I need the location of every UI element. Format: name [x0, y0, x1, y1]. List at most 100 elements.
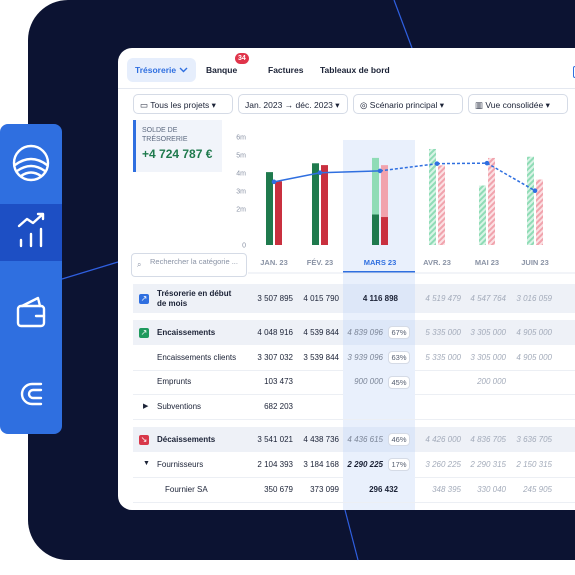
table-cell: 330 040 — [477, 484, 506, 494]
search-box[interactable]: ⌕ Rechercher la catégorie ... — [131, 253, 247, 277]
table-cell: 900 000 — [354, 377, 383, 386]
table-cell: 4 836 705 — [470, 434, 506, 444]
table-cell: 3 305 000 — [470, 327, 506, 337]
table-cell: 4 426 000 — [425, 434, 461, 444]
line-segment — [436, 162, 488, 165]
sidebar — [0, 124, 62, 434]
table-cell: 2 290 225 — [347, 459, 383, 469]
magnet-icon[interactable] — [20, 382, 43, 406]
bar — [479, 185, 486, 245]
logo-icon[interactable] — [12, 144, 50, 182]
row-label: Décaissements — [157, 434, 216, 444]
table-cell: 3 541 021 — [257, 434, 293, 444]
row-icon: ↗ — [139, 293, 149, 304]
y-tick-label: 3m — [236, 189, 246, 196]
percent-badge: 45% — [388, 375, 410, 389]
table-cell: 4 905 000 — [516, 352, 552, 362]
expand-toggle: ▶ — [143, 402, 149, 410]
table-cell: 4 116 898 — [362, 293, 398, 303]
filter-view[interactable]: ▥ Vue consolidée ▾ — [468, 94, 568, 114]
tab-banque[interactable]: Banque 34 — [206, 53, 249, 82]
row-label: Emprunts — [157, 377, 192, 386]
chart-icon[interactable] — [17, 212, 45, 248]
month-header: FÉV. 23 — [307, 258, 333, 267]
tab-tresorerie[interactable]: Trésorerie — [127, 58, 196, 82]
current-month-cell — [343, 394, 415, 419]
table-cell: 3 636 705 — [516, 434, 552, 444]
tab-tableaux[interactable]: Tableaux de bord — [320, 65, 390, 75]
table-cell: 3 539 844 — [303, 352, 339, 362]
decor-line — [344, 509, 359, 561]
table-cell: 200 000 — [477, 377, 506, 386]
bar — [488, 157, 495, 245]
percent-badge: 46% — [388, 433, 410, 446]
bar — [429, 148, 436, 245]
divider — [118, 88, 575, 89]
window-control[interactable] — [573, 66, 575, 78]
search-placeholder: Rechercher la catégorie ... — [150, 257, 238, 266]
month-header: JAN. 23 — [260, 258, 288, 267]
bar — [381, 165, 388, 245]
bar — [266, 172, 273, 245]
row-icon: ↗ — [139, 327, 149, 338]
tab-factures[interactable]: Factures — [268, 65, 304, 75]
badge: 34 — [235, 53, 249, 64]
month-header: MAI 23 — [475, 258, 499, 267]
line-segment — [319, 170, 381, 174]
month-underline — [343, 271, 415, 273]
y-tick-label: 2m — [236, 207, 246, 214]
row-label: Fournisseurs — [157, 459, 204, 469]
line-point — [271, 179, 277, 185]
bar — [275, 181, 282, 245]
filter-label: Vue consolidée — [485, 100, 544, 110]
line-segment — [379, 162, 438, 172]
bar — [372, 157, 379, 245]
table-cell: 3 307 032 — [257, 352, 293, 362]
row-divider — [133, 502, 575, 503]
filter-period[interactable]: Jan. 2023 → déc. 2023 ▾ — [238, 94, 348, 114]
table-cell: 4 436 615 — [347, 434, 383, 444]
bar — [438, 165, 445, 245]
table-cell: 350 679 — [264, 484, 293, 494]
bar — [527, 156, 534, 245]
wallet-icon[interactable] — [16, 296, 46, 328]
bar — [536, 179, 543, 245]
table-cell: 103 473 — [264, 377, 293, 386]
sidebar-active — [0, 204, 62, 261]
percent-badge: 67% — [388, 326, 410, 339]
line-segment — [486, 162, 536, 192]
table-cell: 5 335 000 — [425, 327, 461, 337]
decor-line — [393, 0, 413, 49]
row-icon: ↘ — [139, 434, 149, 445]
table-cell: 4 048 916 — [257, 327, 293, 337]
table-cell: 4 839 096 — [347, 327, 383, 337]
table-cell: 296 432 — [369, 484, 398, 494]
filter-projects[interactable]: ▭ Tous les projets ▾ — [133, 94, 233, 114]
month-header: AVR. 23 — [423, 258, 451, 267]
balance-value: +4 724 787 € — [142, 147, 213, 161]
month-header: MARS 23 — [364, 258, 397, 267]
table-cell: 4 438 736 — [303, 434, 339, 444]
tab-label: Trésorerie — [135, 65, 177, 75]
month-header: JUIN 23 — [521, 258, 549, 267]
row-label: Trésorerie en début de mois — [157, 288, 232, 308]
filter-scenario[interactable]: ◎ Scénario principal ▾ — [353, 94, 463, 114]
table-cell: 4 519 479 — [425, 293, 461, 303]
decor-line — [61, 261, 119, 280]
table-cell: 245 905 — [523, 484, 552, 494]
table-cell: 3 939 096 — [347, 352, 383, 362]
table-cell: 3 184 168 — [303, 459, 339, 469]
bar — [321, 165, 328, 245]
table-cell: 5 335 000 — [425, 352, 461, 362]
balance-label: SOLDE DE TRÉSORERIE — [142, 127, 188, 143]
table-cell: 2 104 393 — [257, 459, 293, 469]
line-point — [484, 160, 490, 166]
row-label: Encaissements clients — [157, 352, 237, 362]
table-cell: 4 547 764 — [470, 293, 506, 303]
tab-label: Banque — [206, 65, 238, 75]
table-cell: 682 203 — [264, 401, 293, 411]
line-point — [377, 168, 383, 174]
filter-label: Jan. 2023 → déc. 2023 — [245, 100, 333, 110]
y-tick-label: 6m — [236, 135, 246, 142]
table-cell: 3 260 225 — [425, 459, 461, 469]
